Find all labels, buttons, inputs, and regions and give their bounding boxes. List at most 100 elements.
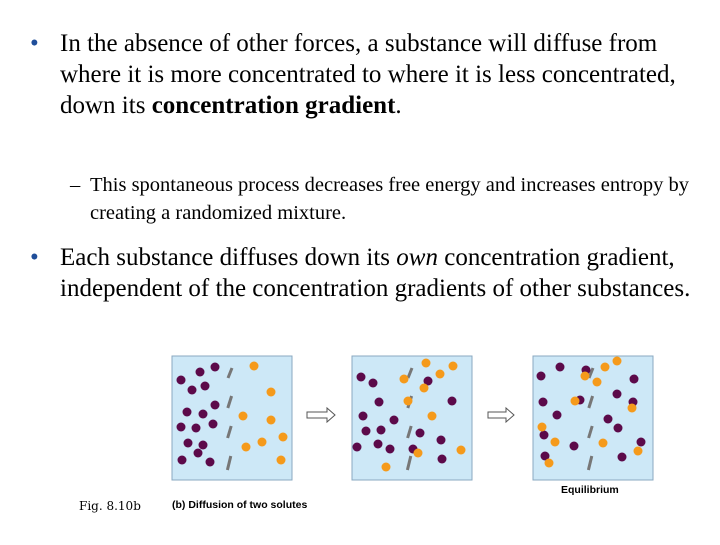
orange-solute-particle [257,437,267,447]
purple-solute-particle [629,374,639,384]
orange-solute-particle [276,455,286,465]
membrane-segment [226,395,234,409]
bullet-2-italic-word: own [396,244,438,271]
orange-solute-particle [600,362,610,372]
purple-solute-particle [200,381,210,391]
purple-solute-particle [373,439,383,449]
purple-solute-particle [539,430,549,440]
purple-solute-particle [356,372,366,382]
purple-solute-particle [193,448,203,458]
orange-solute-particle [633,446,643,456]
purple-solute-particle [415,428,425,438]
orange-solute-particle [238,411,248,421]
purple-solute-particle [436,435,446,445]
figure-caption: (b) Diffusion of two solutes [172,499,308,511]
membrane-segment [406,367,414,379]
membrane-segment [226,425,233,439]
sub-bullet-dash: – [70,174,81,196]
purple-solute-particle [536,371,546,381]
diffusion-illustration [171,355,654,481]
purple-solute-particle [538,397,548,407]
bullet-dot: • [30,244,39,271]
orange-solute-particle [592,377,602,387]
arrow-shape [306,406,336,424]
purple-solute-particle [540,451,550,461]
bullet-1-bold-term: concentration gradient [151,92,396,119]
equilibrium-label: Equilibrium [561,484,619,496]
purple-solute-particle [352,442,362,452]
bullet-1-text-end: . [395,92,402,119]
membrane-segment [225,455,233,471]
purple-solute-particle [368,378,378,388]
orange-solute-particle [241,442,251,452]
purple-solute-particle [210,362,220,372]
purple-solute-particle [205,457,215,467]
orange-solute-particle [399,374,409,384]
diffusion-figure: Equilibrium Fig. 8.10b (b) Diffusion of … [0,350,720,540]
orange-solute-particle [381,462,391,472]
bullet-1-text: In the absence of other forces, a substa… [60,28,700,121]
purple-solute-particle [182,407,192,417]
membrane-segment [587,395,595,409]
purple-solute-particle [437,454,447,464]
purple-solute-particle [195,367,205,377]
orange-solute-particle [580,371,590,381]
purple-solute-particle [613,423,623,433]
orange-solute-particle [550,437,560,447]
orange-solute-particle [448,361,458,371]
membrane-segment [406,425,413,439]
sub-bullet-text: This spontaneous process decreases free … [90,174,690,224]
bullet-dot: • [30,30,39,57]
purple-solute-particle [198,440,208,450]
orange-solute-particle [421,358,431,368]
purple-solute-particle [208,419,218,429]
arrow-icon [306,406,336,424]
orange-solute-particle [249,361,259,371]
purple-solute-particle [358,411,368,421]
membrane-segment [405,455,413,471]
purple-solute-particle [385,444,395,454]
orange-solute-particle [537,422,547,432]
purple-solute-particle [376,425,386,435]
purple-solute-particle [210,400,220,410]
purple-solute-particle [569,441,579,451]
membrane-segment [226,367,234,379]
orange-solute-particle [456,445,466,455]
purple-solute-particle [176,375,186,385]
arrow-shape [487,406,515,424]
purple-solute-particle [636,437,646,447]
purple-solute-particle [612,389,622,399]
chamber-background [351,355,473,481]
chamber-equilibrium [532,355,654,481]
orange-solute-particle [278,432,288,442]
membrane-segment [587,367,595,379]
purple-solute-particle [183,438,193,448]
orange-solute-particle [570,396,580,406]
purple-solute-particle [423,376,433,386]
orange-solute-particle [427,411,437,421]
purple-solute-particle [552,410,562,420]
purple-solute-particle [191,423,201,433]
purple-solute-particle [374,397,384,407]
chamber-intermediate [351,355,473,481]
bullet-2-text: Each substance diffuses down its own con… [60,242,700,304]
purple-solute-particle [389,415,399,425]
orange-solute-particle [266,415,276,425]
orange-solute-particle [544,458,554,468]
purple-solute-particle [198,409,208,419]
orange-solute-particle [413,448,423,458]
bullet-2-text-end: concentration gradient, independent of t… [60,244,691,302]
purple-solute-particle [603,414,613,424]
orange-solute-particle [612,356,622,366]
purple-solute-particle [555,362,565,372]
orange-solute-particle [627,403,637,413]
purple-solute-particle [187,385,197,395]
arrow-icon [487,406,515,424]
bullet-2-text-start: Each substance diffuses down its [60,244,397,271]
purple-solute-particle [176,422,186,432]
orange-solute-particle [598,438,608,448]
membrane-segment [587,425,594,439]
orange-solute-particle [266,387,276,397]
purple-solute-particle [177,455,187,465]
bullet-1-text-start: In the absence of other forces, a substa… [60,30,676,119]
